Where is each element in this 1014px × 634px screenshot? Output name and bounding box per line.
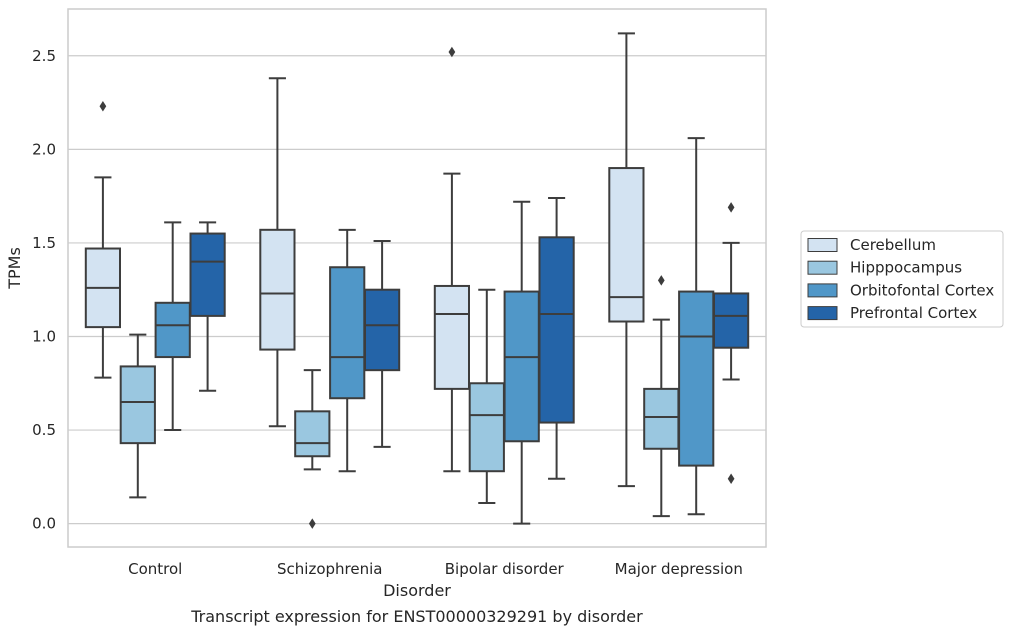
box-group	[119, 333, 156, 499]
box-group	[84, 101, 122, 379]
boxes-layer	[84, 32, 750, 529]
outlier-point	[657, 275, 665, 286]
box	[712, 292, 750, 349]
box	[154, 301, 191, 359]
y-axis-label: TPMs	[5, 247, 24, 290]
box-group	[329, 228, 366, 473]
x-tick-label: Control	[128, 560, 182, 578]
box-group	[503, 200, 540, 525]
box	[538, 236, 575, 424]
box	[119, 365, 156, 445]
box-group	[608, 32, 645, 488]
box-group	[294, 369, 331, 529]
box	[294, 410, 331, 458]
box-group	[259, 77, 296, 428]
box-group	[643, 275, 680, 518]
legend-swatch	[807, 283, 838, 298]
x-tick-label: Schizophrenia	[277, 560, 382, 578]
y-tick-label: 0.5	[32, 421, 56, 439]
box	[678, 290, 715, 467]
box	[363, 288, 401, 372]
box	[329, 266, 366, 400]
plot-frame	[67, 8, 767, 548]
y-tick-labels: 0.0 0.5 1.0 1.5 2.0 2.5	[32, 47, 56, 533]
box-group	[538, 197, 575, 480]
box-group	[433, 46, 471, 473]
outlier-point	[99, 101, 107, 112]
box	[259, 228, 296, 351]
legend-label: Orbitofontal Cortex	[850, 281, 994, 299]
outlier-point	[448, 46, 456, 58]
chart-caption: Transcript expression for ENST0000032929…	[190, 607, 643, 626]
box	[503, 290, 540, 443]
legend-label: Hipppocampus	[850, 259, 962, 277]
box	[189, 232, 226, 317]
x-tick-label: Bipolar disorder	[445, 560, 565, 578]
legend-swatch	[807, 306, 838, 321]
box	[433, 284, 471, 390]
legend-swatch	[807, 260, 838, 275]
outlier-point	[727, 202, 735, 213]
box-group	[468, 288, 505, 505]
outlier-point	[308, 518, 316, 529]
box-group	[154, 221, 191, 432]
legend-swatch	[807, 238, 838, 252]
x-axis-label: Disorder	[383, 581, 451, 600]
box-group	[678, 137, 715, 516]
box-group	[712, 202, 750, 484]
box-group	[189, 221, 226, 392]
box-group	[363, 240, 401, 448]
box	[643, 387, 680, 450]
legend-label: Cerebellum	[850, 236, 936, 254]
y-tick-label: 1.5	[32, 234, 56, 252]
y-tick-label: 1.0	[32, 327, 56, 345]
legend: Cerebellum Hipppocampus Orbitofontal Corte…	[800, 230, 1004, 328]
y-tick-label: 2.5	[32, 47, 56, 65]
box	[608, 167, 645, 323]
y-tick-label: 0.0	[32, 515, 56, 533]
y-tick-label: 2.0	[32, 140, 56, 158]
legend-label: Prefrontal Cortex	[850, 304, 977, 322]
legend-frame	[800, 230, 1004, 328]
box	[468, 382, 505, 473]
x-tick-label: Major depression	[615, 560, 743, 578]
x-tick-labels: Control Schizophrenia Bipolar disorder Majo…	[128, 560, 743, 578]
outlier-point	[727, 473, 735, 484]
